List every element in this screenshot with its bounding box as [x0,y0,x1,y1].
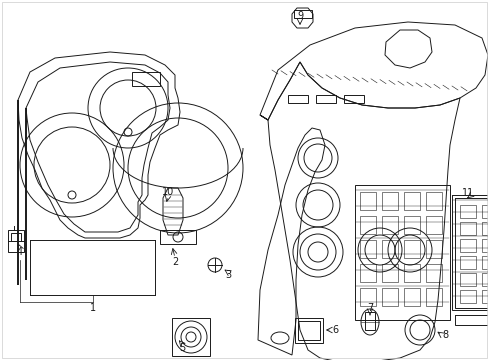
Bar [403,240,419,258]
Text: 9: 9 [296,11,303,21]
Bar [454,198,488,308]
Bar [459,290,475,303]
Bar [359,264,375,282]
Bar [459,256,475,269]
Bar [364,312,374,330]
Bar [354,185,449,320]
Bar [425,264,441,282]
Bar [381,264,397,282]
Bar [359,216,375,234]
Bar [451,195,488,310]
Bar [172,318,209,356]
Bar [481,205,488,218]
Text: 3: 3 [224,270,231,280]
Bar [425,240,441,258]
Bar [381,288,397,306]
Text: 8: 8 [441,330,447,340]
Bar [459,273,475,286]
Bar [297,321,319,340]
Bar [459,222,475,235]
Bar [343,95,363,103]
Bar [403,264,419,282]
Text: 7: 7 [366,303,372,313]
Bar [293,10,311,18]
Bar [381,240,397,258]
Bar [403,288,419,306]
Bar [403,216,419,234]
Bar [403,192,419,210]
Bar [11,233,21,241]
Bar [481,273,488,286]
Bar [459,239,475,252]
Bar [425,192,441,210]
Bar [8,230,24,252]
Bar [359,240,375,258]
Bar [381,192,397,210]
Bar [381,216,397,234]
Text: 6: 6 [331,325,337,335]
Bar [359,288,375,306]
Bar [425,288,441,306]
Text: 5: 5 [179,343,185,353]
Bar [294,318,323,343]
Bar [132,72,160,86]
Bar [481,239,488,252]
Bar [454,315,488,325]
Bar [287,95,307,103]
Bar [425,216,441,234]
Bar [459,205,475,218]
Text: 4: 4 [17,247,23,257]
Bar [315,95,335,103]
Bar [481,256,488,269]
Bar [481,222,488,235]
Text: 10: 10 [162,187,174,197]
Bar [359,192,375,210]
Bar [160,230,196,244]
Text: 11: 11 [461,188,473,198]
Bar [481,290,488,303]
Text: 1: 1 [90,303,96,313]
Text: 2: 2 [171,257,178,267]
